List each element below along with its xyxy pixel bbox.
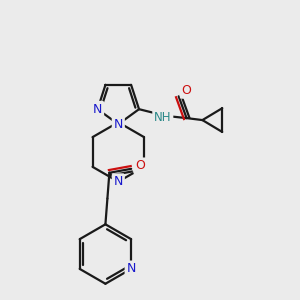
Text: N: N bbox=[93, 103, 102, 116]
Text: O: O bbox=[135, 159, 145, 172]
Text: N: N bbox=[114, 175, 123, 188]
Text: NH: NH bbox=[154, 111, 172, 124]
Text: N: N bbox=[127, 262, 136, 275]
Text: O: O bbox=[182, 84, 191, 97]
Text: N: N bbox=[114, 118, 123, 131]
